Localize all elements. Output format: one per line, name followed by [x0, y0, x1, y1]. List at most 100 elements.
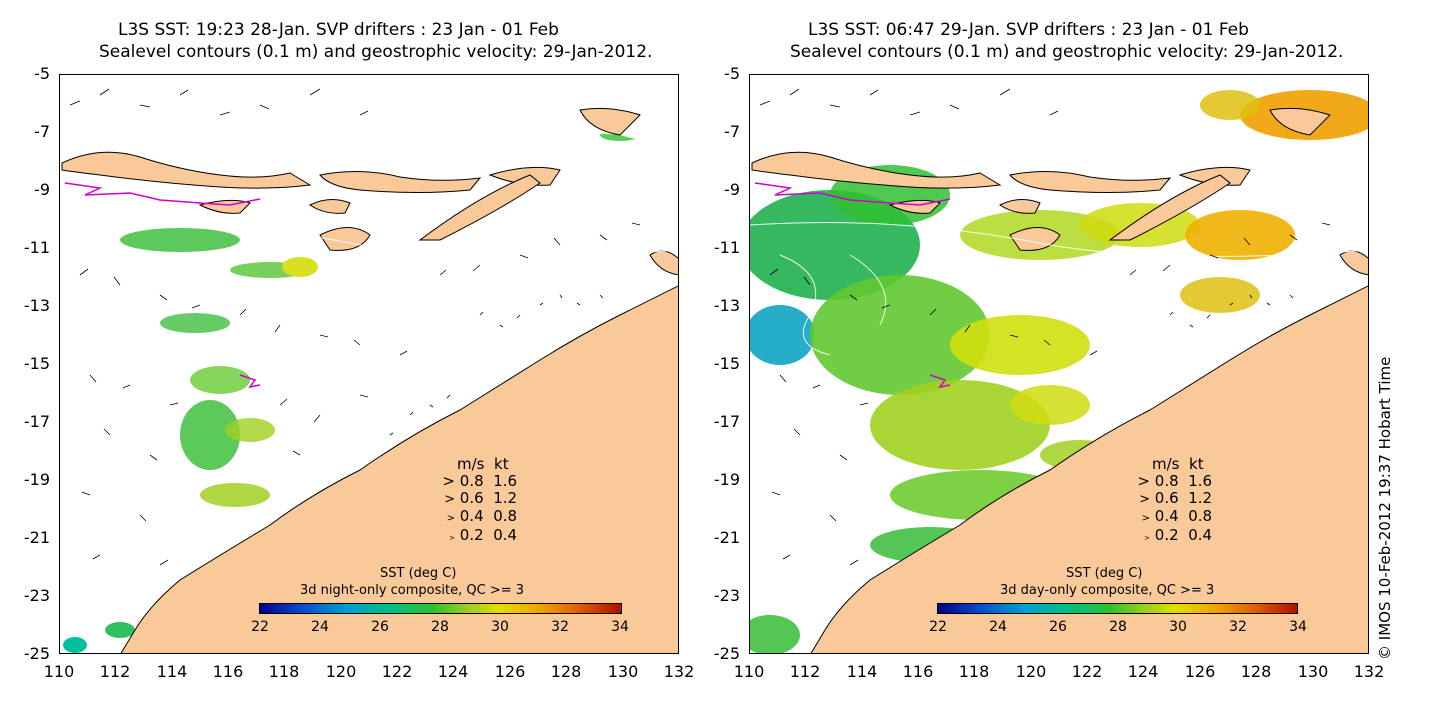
legend-ms: 0.4 [459, 507, 484, 525]
arrow-large-icon: > [1137, 472, 1150, 490]
colorbar-tick: 28 [1109, 619, 1127, 635]
legend-kt: 1.2 [493, 489, 518, 507]
lat-tick: -15 [23, 354, 50, 373]
colorbar-tick: 22 [251, 619, 269, 635]
lat-tick: -9 [34, 180, 50, 199]
arrow-medium-icon: > [444, 492, 455, 507]
lat-tick: -15 [713, 354, 740, 373]
legend-ms: 0.6 [1154, 489, 1179, 507]
lon-tick: 122 [1071, 662, 1103, 681]
lon-tick: 132 [663, 662, 695, 681]
lon-tick: 124 [1127, 662, 1159, 681]
lon-tick: 112 [789, 662, 821, 681]
colorbar-tick: 22 [929, 619, 947, 635]
lat-tick: -17 [23, 412, 50, 431]
lon-tick: 114 [846, 662, 878, 681]
arrow-small-icon: > [446, 513, 455, 524]
lat-tick: -7 [34, 122, 50, 141]
left-title-line2: Sealevel contours (0.1 m) and geostrophi… [99, 42, 653, 62]
legend-ms: 0.8 [1154, 472, 1179, 490]
legend-header-ms: m/s [457, 455, 485, 473]
left-landmass [60, 75, 678, 653]
arrow-small-icon: > [1141, 513, 1150, 524]
legend-header-kt: kt [494, 455, 509, 473]
lon-tick: 116 [212, 662, 244, 681]
left-velocity-vectors [69, 88, 641, 566]
lat-tick: -17 [713, 412, 740, 431]
lat-tick: -11 [713, 238, 740, 257]
colorbar-tick: 32 [1229, 619, 1247, 635]
lon-tick: 118 [268, 662, 300, 681]
left-title-line1: L3S SST: 19:23 28-Jan. SVP drifters : 23… [118, 20, 559, 40]
left-map [59, 74, 679, 654]
lat-tick: -13 [713, 296, 740, 315]
credit-text: © IMOS 10-Feb-2012 19:37 Hobart Time [1376, 356, 1394, 660]
legend-ms: 0.4 [1154, 507, 1179, 525]
arrow-large-icon: > [442, 472, 455, 490]
right-landmass [750, 75, 1368, 653]
right-speed-legend: m/s kt > 0.8 1.6 > 0.6 1.2 > 0.4 0.8 > 0… [1128, 456, 1212, 547]
left-sst-patches [63, 75, 675, 653]
left-colorbar-title: SST (deg C) [380, 566, 457, 581]
lat-tick: -19 [23, 470, 50, 489]
legend-kt: 1.6 [493, 472, 518, 490]
legend-kt: 0.8 [493, 507, 518, 525]
right-sealevel-contours [750, 222, 1368, 356]
left-drifter-tracks [64, 182, 261, 389]
lat-tick: -21 [23, 528, 50, 547]
lon-tick: 130 [607, 662, 639, 681]
right-drifter-tracks [754, 182, 951, 389]
legend-ms: 0.2 [459, 526, 484, 544]
colorbar-tick: 24 [989, 619, 1007, 635]
legend-ms: 0.2 [1154, 526, 1179, 544]
legend-kt: 0.4 [493, 526, 518, 544]
lon-tick: 110 [733, 662, 765, 681]
arrow-tiny-icon: > [449, 534, 455, 542]
lat-tick: -5 [724, 64, 740, 83]
right-map [749, 74, 1369, 654]
lon-tick: 118 [958, 662, 990, 681]
lat-tick: -5 [34, 64, 50, 83]
arrow-tiny-icon: > [1144, 534, 1150, 542]
legend-kt: 1.2 [1188, 489, 1213, 507]
right-colorbar-subtitle: 3d day-only composite, QC >= 3 [1000, 583, 1215, 598]
right-title-line1: L3S SST: 06:47 29-Jan. SVP drifters : 23… [808, 20, 1249, 40]
colorbar-tick: 28 [431, 619, 449, 635]
lon-tick: 122 [381, 662, 413, 681]
legend-kt: 0.8 [1188, 507, 1213, 525]
colorbar-tick: 24 [311, 619, 329, 635]
lat-tick: -25 [23, 644, 50, 663]
left-map-svg [60, 75, 678, 653]
colorbar-tick: 26 [371, 619, 389, 635]
colorbar-tick: 26 [1049, 619, 1067, 635]
lon-tick: 112 [99, 662, 131, 681]
lat-tick: -13 [23, 296, 50, 315]
lon-tick: 128 [1240, 662, 1272, 681]
lat-tick: -23 [713, 586, 740, 605]
lon-tick: 110 [43, 662, 75, 681]
lon-tick: 126 [494, 662, 526, 681]
left-sealevel-contours [60, 191, 678, 257]
colorbar-tick: 34 [1289, 619, 1307, 635]
lon-tick: 130 [1297, 662, 1329, 681]
colorbar-tick: 30 [1169, 619, 1187, 635]
right-velocity-vectors [759, 88, 1331, 566]
lat-tick: -11 [23, 238, 50, 257]
lat-tick: -25 [713, 644, 740, 663]
lat-tick: -23 [23, 586, 50, 605]
lon-tick: 114 [156, 662, 188, 681]
left-colorbar [259, 603, 622, 614]
left-speed-legend: m/s kt > 0.8 1.6 > 0.6 1.2 > 0.4 0.8 > 0… [433, 456, 517, 547]
legend-ms: 0.8 [459, 472, 484, 490]
lon-tick: 126 [1184, 662, 1216, 681]
lat-tick: -19 [713, 470, 740, 489]
colorbar-tick: 34 [611, 619, 629, 635]
colorbar-tick: 30 [491, 619, 509, 635]
right-colorbar [937, 603, 1298, 614]
legend-header-kt: kt [1189, 455, 1204, 473]
lat-tick: -21 [713, 528, 740, 547]
legend-kt: 1.6 [1188, 472, 1213, 490]
colorbar-tick: 32 [551, 619, 569, 635]
lon-tick: 132 [1353, 662, 1385, 681]
right-colorbar-title: SST (deg C) [1066, 566, 1143, 581]
